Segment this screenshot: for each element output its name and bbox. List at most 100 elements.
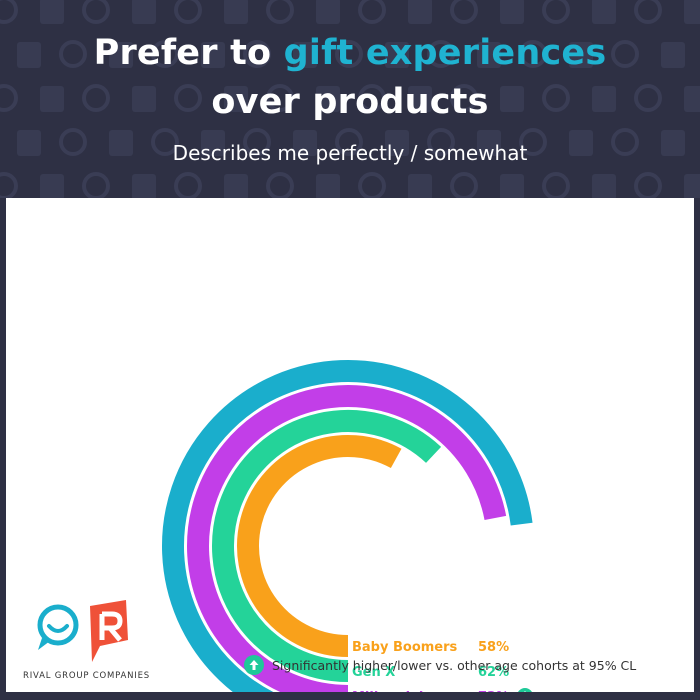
pattern-bubble-icon (611, 40, 639, 68)
pattern-bubble-icon (634, 172, 662, 198)
title-accent: gift experiences (283, 33, 607, 73)
pattern-r-icon (224, 0, 248, 24)
legend-label: Gen X (352, 665, 395, 680)
pattern-bubble-icon (542, 0, 570, 24)
chat-bubble-tail (38, 638, 50, 650)
pattern-bubble-icon (0, 172, 18, 198)
pattern-r-icon (316, 0, 340, 24)
pattern-bubble-icon (174, 172, 202, 198)
pattern-bubble-icon (59, 40, 87, 68)
title-line-1: Prefer to gift experiences (0, 33, 700, 73)
pattern-r-icon (477, 42, 501, 68)
footnote: Significantly higher/lower vs. other age… (244, 655, 636, 675)
arc-gen-z (162, 360, 533, 692)
title-line-2: over products (211, 82, 489, 122)
pattern-bubble-icon (427, 40, 455, 68)
arc-gen-x (212, 410, 442, 682)
value-label: 58% (478, 640, 509, 655)
pattern-r-icon (569, 130, 593, 156)
pattern-bubble-icon (243, 40, 271, 68)
pattern-r-icon (109, 130, 133, 156)
pattern-bubble-icon (266, 0, 294, 24)
subtitle: Describes me perfectly / somewhat (172, 141, 528, 165)
pattern-r-icon (684, 0, 700, 24)
pattern-r-icon (385, 130, 409, 156)
pattern-r-icon (316, 174, 340, 198)
pattern-bubble-icon (358, 0, 386, 24)
smile-icon (47, 624, 69, 633)
pattern-r-icon (17, 130, 41, 156)
pattern-bubble-icon (519, 40, 547, 68)
pattern-r-icon (661, 42, 685, 68)
pattern-bubble-icon (82, 172, 110, 198)
pattern-r-icon (408, 86, 432, 112)
pattern-r-icon (17, 42, 41, 68)
pattern-r-icon (385, 42, 409, 68)
pattern-r-icon (316, 86, 340, 112)
pattern-r-icon (408, 0, 432, 24)
pattern-r-icon (132, 174, 156, 198)
pattern-r-icon (569, 42, 593, 68)
pattern-bubble-icon (82, 84, 110, 112)
pattern-r-icon (201, 42, 225, 68)
r-flag-icon (90, 600, 128, 662)
pattern-bubble-icon (427, 128, 455, 156)
pattern-r-icon (592, 86, 616, 112)
pattern-bubble-icon (151, 128, 179, 156)
pattern-r-icon (109, 42, 133, 68)
pattern-r-icon (293, 42, 317, 68)
rival-logo (37, 600, 128, 662)
pattern-r-icon (477, 130, 501, 156)
pattern-r-icon (500, 0, 524, 24)
pattern-bubble-icon (450, 84, 478, 112)
pattern-bubble-icon (634, 84, 662, 112)
pattern-r-icon (661, 130, 685, 156)
pattern-bubble-icon (59, 128, 87, 156)
pattern-r-icon (592, 174, 616, 198)
significance-up-icon (518, 688, 532, 692)
pattern-r-icon (500, 174, 524, 198)
pattern-r-icon (500, 86, 524, 112)
pattern-r-icon (40, 174, 64, 198)
pattern-bubble-icon (335, 128, 363, 156)
pattern-r-icon (132, 86, 156, 112)
pattern-r-icon (40, 86, 64, 112)
pattern-bubble-icon (174, 0, 202, 24)
header: Prefer to gift experiences over products… (0, 0, 700, 198)
pattern-bubble-icon (450, 0, 478, 24)
pattern-bubble-icon (611, 128, 639, 156)
footnote-text: Significantly higher/lower vs. other age… (272, 657, 637, 673)
pattern-bubble-icon (174, 84, 202, 112)
pattern-bubble-icon (634, 0, 662, 24)
pattern-bubble-icon (542, 84, 570, 112)
pattern-bubble-icon (266, 172, 294, 198)
pattern-bubble-icon (335, 40, 363, 68)
pattern-bubble-icon (519, 128, 547, 156)
background-pattern (0, 0, 700, 198)
r-letter (99, 611, 123, 642)
pattern-r-icon (201, 130, 225, 156)
legend-label: Millennials (352, 690, 431, 692)
legend-label: Baby Boomers (352, 640, 458, 655)
pattern-bubble-icon (266, 84, 294, 112)
chat-bubble-icon (37, 604, 79, 646)
pattern-bubble-icon (450, 172, 478, 198)
title-part: Prefer to (93, 33, 284, 73)
pattern-bubble-icon (82, 0, 110, 24)
pattern-r-icon (684, 174, 700, 198)
pattern-bubble-icon (151, 40, 179, 68)
pattern-bubble-icon (0, 84, 18, 112)
pattern-r-icon (224, 86, 248, 112)
brand-name: RIVAL GROUP COMPANIES (23, 671, 150, 681)
pattern-r-icon (224, 174, 248, 198)
pattern-bubble-icon (358, 172, 386, 198)
pattern-bubble-icon (358, 84, 386, 112)
arc-baby-boomers (237, 435, 402, 657)
pattern-bubble-icon (542, 172, 570, 198)
value-label: 72% (478, 690, 509, 692)
pattern-bubble-icon (243, 128, 271, 156)
pattern-r-icon (293, 130, 317, 156)
arrow-up-icon (244, 655, 264, 675)
pattern-r-icon (40, 0, 64, 24)
pattern-r-icon (684, 86, 700, 112)
